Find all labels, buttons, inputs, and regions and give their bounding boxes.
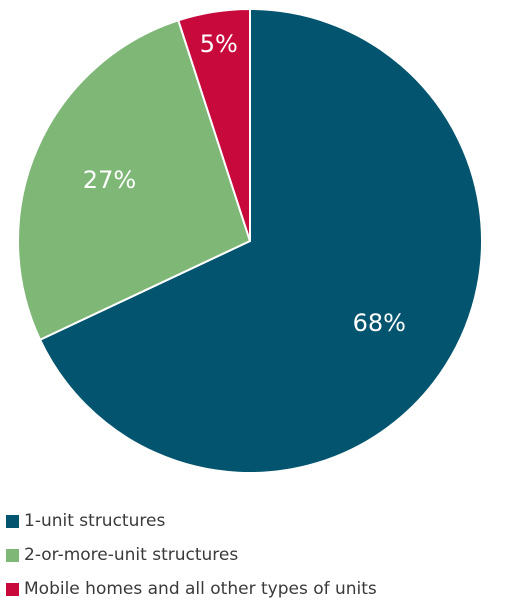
- legend-item-mobile-homes-other: Mobile homes and all other types of unit…: [6, 572, 377, 606]
- data-label-one-unit: 68%: [353, 309, 406, 337]
- legend-item-two-or-more-unit: 2-or-more-unit structures: [6, 538, 377, 572]
- pie-slices: [17, 8, 483, 474]
- legend-label: Mobile homes and all other types of unit…: [24, 579, 377, 599]
- legend-label: 1-unit structures: [24, 511, 166, 531]
- legend-swatch: [6, 548, 19, 562]
- legend-item-one-unit: 1-unit structures: [6, 504, 377, 538]
- pie-chart: 68% 27% 5%: [17, 8, 483, 474]
- legend-label: 2-or-more-unit structures: [24, 545, 239, 565]
- pie-data-labels: 68% 27% 5%: [83, 30, 406, 337]
- legend-swatch: [6, 582, 19, 596]
- pie-slice-mobile-homes-other: [177, 8, 251, 242]
- legend: 1-unit structures 2-or-more-unit structur…: [6, 504, 377, 606]
- data-label-mobile-homes-other: 5%: [200, 30, 238, 58]
- data-label-two-or-more-unit: 27%: [83, 166, 136, 194]
- pie-slice-two-or-more-unit: [17, 19, 251, 341]
- pie-slice-one-unit: [39, 8, 483, 474]
- legend-swatch: [6, 514, 19, 528]
